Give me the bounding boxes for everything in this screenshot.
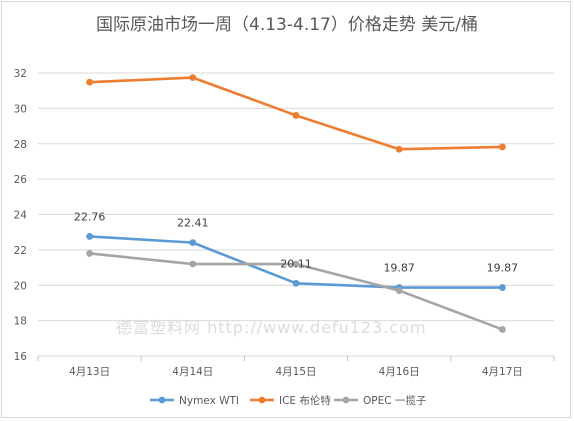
y-tick-label: 28: [14, 139, 27, 151]
data-point: [499, 326, 506, 333]
data-label: 19.87: [383, 262, 415, 275]
data-point: [86, 233, 93, 240]
data-point: [189, 260, 197, 268]
data-point: [292, 112, 300, 119]
x-tick-label: 4月16日: [379, 366, 420, 378]
gridlines: [38, 72, 554, 357]
data-point: [499, 284, 506, 291]
legend-entry-label: ICE 布伦特: [279, 394, 331, 407]
legend: Nymex WTI ICE 布伦特 OPEC 一揽子: [150, 394, 426, 407]
y-tick-label: 18: [14, 316, 27, 328]
data-point: [292, 260, 300, 268]
data-point: [292, 279, 300, 287]
data-point: [499, 143, 506, 151]
legend-entry-label: OPEC 一揽子: [363, 394, 426, 407]
y-tick-label: 30: [14, 103, 27, 115]
data-point: [86, 78, 93, 86]
legend-entry-label: Nymex WTI: [179, 395, 239, 407]
y-tick-label: 16: [14, 351, 28, 363]
data-label: 19.87: [487, 262, 519, 275]
legend-swatch-marker: [158, 396, 166, 404]
x-tick-label: 4月14日: [172, 366, 213, 378]
data-point: [86, 250, 93, 257]
x-tick-label: 4月13日: [69, 366, 110, 378]
data-label: 20.11: [280, 257, 312, 270]
y-tick-label: 24: [14, 210, 28, 222]
data-label: 22.76: [74, 210, 106, 223]
y-axis: 16 18 20 22 24 26 28 30 32: [14, 68, 28, 363]
series-group: [86, 74, 506, 333]
x-tick-label: 4月15日: [275, 366, 316, 378]
data-point: [395, 145, 403, 153]
x-axis: 4月13日 4月14日 4月15日 4月16日 4月17日: [37, 356, 555, 378]
legend-swatch-marker: [258, 396, 266, 404]
y-tick-label: 26: [14, 174, 28, 186]
x-tick-label: 4月17日: [482, 366, 523, 378]
chart-title: 国际原油市场一周（4.13-4.17）价格走势 美元/桶: [96, 15, 478, 35]
data-point: [395, 287, 403, 294]
y-tick-label: 20: [14, 280, 27, 292]
y-tick-label: 22: [14, 245, 27, 257]
data-point: [189, 239, 197, 247]
watermark-text: 德富塑料网 http://www.defu123.com: [116, 318, 427, 337]
data-point: [189, 74, 197, 81]
y-tick-label: 32: [14, 68, 27, 80]
data-labels: 22.76 22.41 20.11 19.87 19.87: [74, 210, 518, 274]
legend-swatch-marker: [342, 396, 350, 404]
data-label: 22.41: [177, 217, 209, 230]
